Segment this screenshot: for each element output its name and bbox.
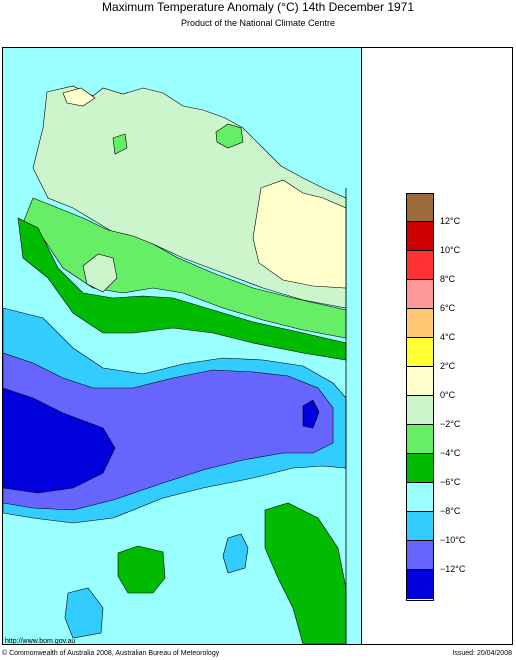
legend-label: 4°C (440, 332, 456, 342)
map-frame (2, 47, 513, 645)
temperature-anomaly-map (3, 48, 361, 644)
legend-swatch (406, 222, 434, 251)
legend-label: 0°C (440, 390, 456, 400)
zone-minus4-patch-a (112, 133, 128, 155)
zone-minus12-core-west (3, 387, 116, 494)
panel-divider (361, 47, 362, 645)
legend-swatch (406, 541, 434, 570)
zone-minus2-inland (82, 253, 118, 293)
map-title: Maximum Temperature Anomaly (°C) 14th De… (101, 0, 415, 14)
legend-colorbar (406, 193, 434, 599)
legend-swatch (406, 280, 434, 309)
zone-minus6-south-west (117, 545, 166, 594)
issued-date: Issued: 20/04/2008 (452, 650, 512, 657)
zone-minus10-south-a (222, 533, 249, 574)
legend-swatch (406, 396, 434, 425)
legend-swatch (406, 193, 434, 222)
legend-label: −8°C (440, 506, 461, 516)
legend-swatch (406, 454, 434, 483)
legend-label: −2°C (440, 419, 461, 429)
legend-label: 8°C (440, 274, 456, 284)
legend-label: 12°C (440, 216, 461, 226)
legend-swatch (406, 483, 434, 512)
legend-label: −10°C (440, 535, 466, 545)
zone-minus12-core-east (302, 399, 320, 429)
source-url[interactable]: http://www.bom.gov.au (5, 638, 76, 645)
map-subtitle: Product of the National Climate Centre (180, 18, 336, 28)
zone-minus6-south-east (264, 502, 347, 644)
legend-swatch (406, 338, 434, 367)
legend-swatch (406, 512, 434, 541)
legend-swatch (406, 425, 434, 454)
legend-swatch (406, 570, 434, 599)
legend-label: 2°C (440, 361, 456, 371)
legend-label: 10°C (440, 245, 461, 255)
legend-swatch (406, 251, 434, 280)
legend-swatch (406, 309, 434, 338)
zone-minus10-south-b (64, 587, 104, 639)
legend-label: −4°C (440, 448, 461, 458)
legend-label: −6°C (440, 477, 461, 487)
copyright-text: © Commonwealth of Australia 2008, Austra… (2, 650, 220, 657)
legend-label: −12°C (440, 564, 466, 574)
legend-label: 6°C (440, 303, 456, 313)
legend-swatch (406, 367, 434, 396)
zone-0-north (62, 87, 96, 107)
zone-minus4-patch-b (215, 123, 244, 149)
